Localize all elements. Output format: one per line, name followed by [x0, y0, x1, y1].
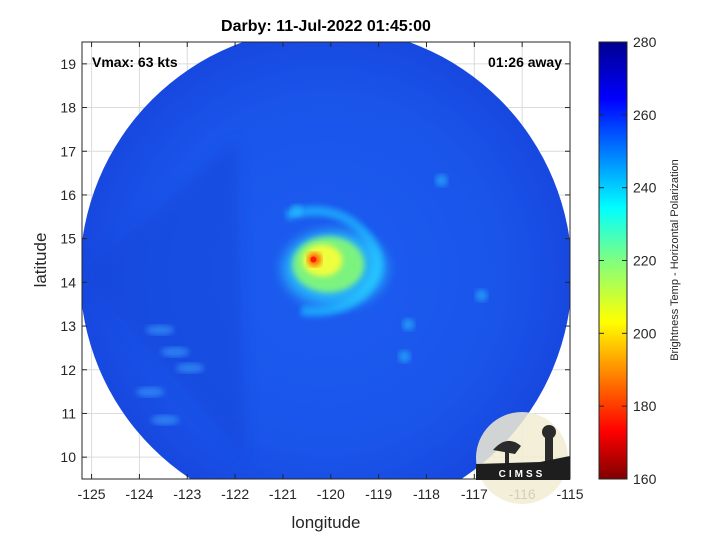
colorbar-tick-label: 280 [633, 34, 657, 50]
convective-cell [398, 350, 411, 363]
tower-icon [542, 425, 556, 439]
x-tick-label: -117 [461, 486, 488, 502]
x-axis-label: longitude [291, 513, 360, 532]
x-tick-label: -122 [221, 486, 249, 502]
chart-title: Darby: 11-Jul-2022 01:45:00 [221, 18, 431, 35]
vmax-annotation: Vmax: 63 kts [92, 54, 178, 70]
colorbar-tick-label: 240 [633, 180, 657, 196]
convective-cell [402, 318, 415, 331]
convective-cell [290, 204, 303, 217]
x-tick-label: -118 [413, 486, 440, 502]
y-axis-label: latitude [31, 233, 50, 288]
swath-edge-band [82, 140, 247, 461]
rain-streak [161, 347, 189, 357]
x-tick-label: -121 [269, 486, 297, 502]
x-tick-label: -115 [557, 486, 584, 502]
time-away-annotation: 01:26 away [488, 54, 562, 70]
colorbar-ticks: 160 180 200 220 240 260 280 [599, 34, 657, 487]
x-tick-label: -119 [365, 486, 392, 502]
y-tick-label: 14 [60, 274, 76, 290]
colorbar-label: Brightness Temp - Horizontal Polarizatio… [669, 159, 681, 361]
logo-circle [476, 412, 568, 504]
rain-streak [136, 387, 164, 397]
y-axis-ticks: 10 11 12 13 14 15 16 17 18 19 [60, 56, 570, 465]
colorbar-tick-label: 200 [633, 325, 657, 341]
colorbar-tick-label: 260 [633, 107, 657, 123]
y-tick-label: 11 [61, 405, 76, 421]
y-tick-label: 13 [60, 318, 76, 334]
rain-streak [151, 415, 179, 425]
y-tick-label: 18 [60, 100, 76, 116]
building-icon [476, 456, 570, 480]
axes-frame [81, 41, 571, 480]
dish-stand-icon [505, 450, 509, 464]
swath-layer [82, 42, 570, 479]
colorbar-tick-label: 160 [633, 471, 657, 487]
x-tick-label: -120 [317, 486, 345, 502]
eyewall-yellow [302, 244, 343, 277]
tower-legs-icon [545, 438, 553, 462]
x-axis-ticks: -125-124-123-122-121-120-119-118-117-116… [78, 42, 584, 502]
y-tick-label: 19 [60, 56, 76, 72]
x-tick-label: -123 [173, 486, 201, 502]
convective-cell [475, 289, 488, 302]
y-tick-label: 12 [60, 362, 76, 378]
rain-streak [176, 363, 204, 373]
x-tick-label: -124 [125, 486, 153, 502]
cimss-logo: CIMSS [476, 412, 570, 504]
colorbar: 160 180 200 220 240 260 280 Brightness Temp - … [598, 34, 681, 487]
dish-icon [493, 440, 521, 454]
convective-cell [435, 174, 448, 187]
logo-text: CIMSS [499, 469, 546, 480]
y-tick-label: 10 [60, 449, 76, 465]
colorbar-tick-label: 220 [633, 253, 657, 269]
colorbar-tick-label: 180 [633, 398, 657, 414]
rain-streak [146, 325, 174, 335]
y-tick-label: 16 [60, 187, 76, 203]
swath-features [82, 140, 488, 461]
eye-center [310, 256, 317, 263]
x-tick-label: -125 [78, 486, 106, 502]
y-tick-label: 17 [60, 143, 76, 159]
y-tick-label: 15 [60, 231, 76, 247]
